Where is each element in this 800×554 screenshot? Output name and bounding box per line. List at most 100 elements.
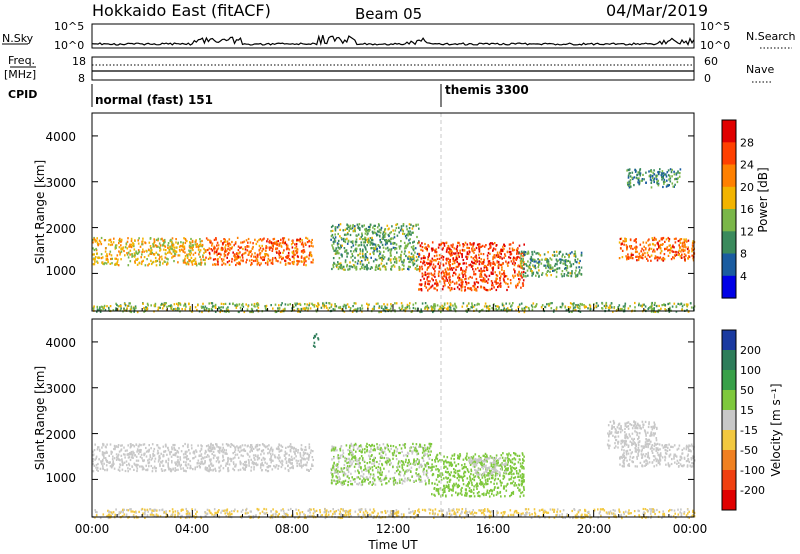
velocity-cell (411, 475, 413, 478)
power-cell (102, 308, 104, 311)
power-cell (636, 255, 639, 258)
power-cell (630, 254, 633, 257)
power-cell (418, 240, 420, 243)
power-cell (538, 275, 540, 278)
power-cell (351, 254, 354, 258)
power-cell (462, 269, 464, 272)
power-cell (461, 254, 463, 257)
power-cell (296, 255, 299, 258)
velocity-cell (148, 458, 151, 461)
velocity-cell (231, 443, 233, 446)
velocity-cell (130, 453, 133, 456)
power-cell (456, 250, 458, 253)
power-cell (342, 229, 345, 232)
power-cell (384, 228, 386, 231)
power-cell (473, 281, 476, 285)
power-cell (495, 288, 498, 292)
power-cell (286, 244, 289, 247)
power-cell (357, 259, 360, 262)
nsky-tick-top: 10^5 (54, 20, 84, 33)
colorbar-tick: 20 (740, 181, 754, 194)
power-cell (646, 257, 648, 260)
power-cell (138, 237, 140, 240)
power-cell (624, 302, 627, 305)
colorbar-swatch (722, 209, 736, 232)
power-cell (574, 309, 577, 312)
power-cell (235, 241, 237, 244)
power-cell (661, 178, 663, 181)
power-cell (424, 264, 426, 267)
velocity-cell (222, 467, 225, 470)
power-cell (451, 268, 454, 271)
velocity-cell (302, 451, 305, 454)
velocity-cell (426, 446, 429, 449)
power-cell (428, 254, 430, 257)
power-cell (436, 254, 438, 257)
power-cell (478, 245, 480, 248)
velocity-cell (412, 442, 414, 445)
velocity-cell (131, 465, 134, 468)
power-cell (558, 252, 560, 255)
power-cell (532, 271, 535, 274)
velocity-cell (291, 458, 294, 461)
velocity-cell (269, 449, 271, 452)
velocity-cell (152, 452, 154, 456)
power-cell (224, 302, 227, 305)
power-cell (460, 268, 463, 271)
power-cell (496, 305, 498, 308)
power-cell (214, 310, 217, 313)
power-cell (336, 243, 339, 246)
power-cell (434, 249, 436, 252)
power-panel: 4000 3000 2000 1000 Slant Range [km] 282… (33, 112, 770, 314)
velocity-cell (117, 444, 120, 447)
power-cell (419, 288, 421, 291)
power-cell (466, 246, 468, 249)
power-cell (399, 256, 402, 259)
power-cell (627, 183, 629, 186)
power-cell (620, 237, 623, 240)
velocity-cell (243, 448, 245, 451)
power-cell (181, 308, 183, 311)
velocity-cell (428, 482, 430, 485)
power-cell (192, 245, 194, 248)
velocity-cell (312, 458, 314, 462)
power-cell (94, 239, 96, 242)
power-cell (343, 247, 346, 250)
power-cell (302, 245, 305, 248)
velocity-cell (419, 480, 421, 483)
power-cell (278, 244, 280, 247)
velocity-cell (200, 447, 203, 450)
power-cell (659, 309, 661, 312)
power-cell (547, 266, 550, 269)
power-cell (202, 302, 204, 305)
power-cell (655, 175, 658, 178)
power-cell (520, 275, 522, 278)
power-cell (439, 280, 441, 283)
power-cell (180, 241, 182, 244)
power-cell (225, 310, 227, 313)
power-cell (471, 247, 473, 250)
power-cell (95, 249, 98, 252)
power-cell (176, 302, 178, 305)
power-cell (522, 257, 524, 260)
power-cell (595, 305, 597, 308)
velocity-cell (268, 444, 270, 447)
power-cell (347, 233, 349, 236)
power-cell (513, 248, 516, 252)
power-cell (196, 308, 198, 312)
velocity-cell (103, 451, 105, 454)
power-cell (456, 244, 459, 247)
power-cell (406, 305, 409, 308)
velocity-cell (408, 468, 411, 471)
velocity-cell (176, 461, 178, 464)
velocity-cell (206, 467, 209, 470)
power-cell (565, 267, 567, 270)
velocity-cell (254, 463, 257, 466)
power-cell (222, 258, 225, 261)
power-cell (198, 262, 200, 265)
power-cell (287, 251, 290, 255)
velocity-cell (122, 463, 124, 467)
power-cell (423, 261, 426, 264)
power-cell (287, 247, 289, 250)
power-cell (552, 310, 555, 313)
